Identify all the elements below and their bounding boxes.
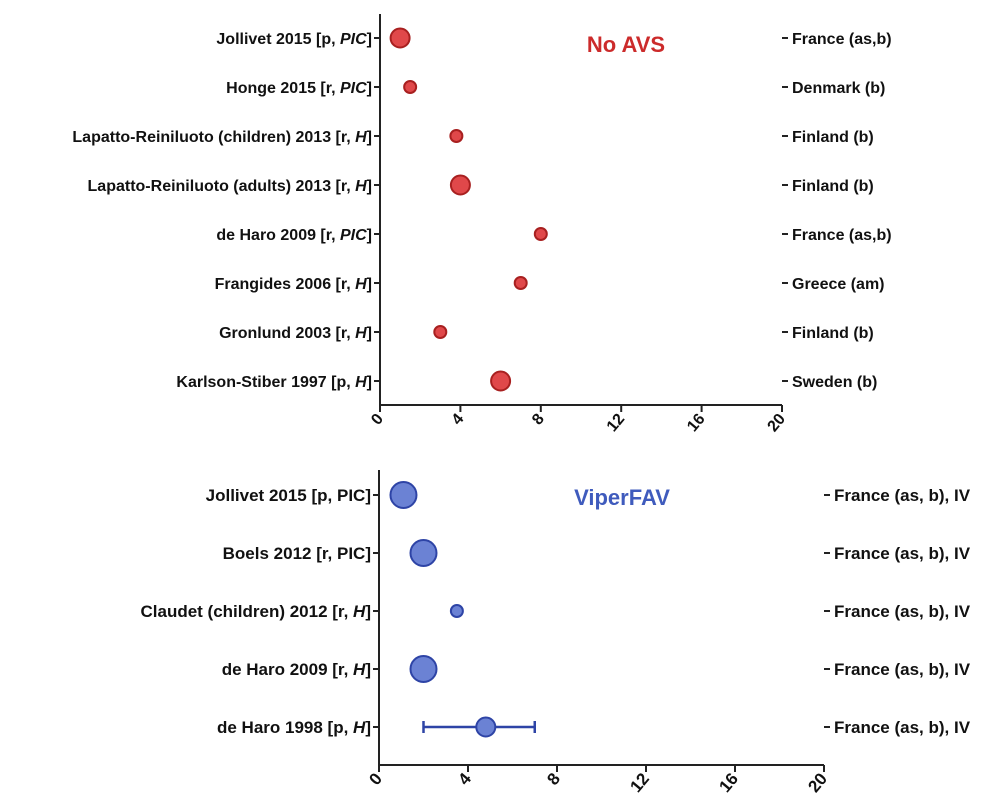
data-point [449,129,464,143]
study-design: PIC [337,544,365,563]
data-point [409,655,438,683]
x-tick-label: 0 [365,769,386,788]
study-label: de Haro 1998 [p, H] [217,718,371,737]
study-bracket: ] [367,178,372,195]
study-name: Gronlund 2003 [r, [219,325,355,342]
study-label: Jollivet 2015 [p, PIC] [216,31,372,48]
study-design: PIC [340,227,367,244]
country-label: Finland (b) [792,178,874,195]
x-tick-label: 8 [543,769,564,788]
study-bracket: ] [367,80,372,97]
study-name: de Haro 2009 [r, [216,227,340,244]
study-name: Karlson-Stiber 1997 [p, [176,374,355,391]
study-bracket: ] [367,325,372,342]
study-label: Karlson-Stiber 1997 [p, H] [176,374,372,391]
x-tick-label: 12 [604,411,629,436]
data-point [513,276,528,290]
study-design: H [353,660,366,679]
study-label: Lapatto-Reiniluoto (children) 2013 [r, H… [72,129,372,146]
study-label: Honge 2015 [r, PIC] [226,80,372,97]
study-design: PIC [340,80,367,97]
country-label: Greece (am) [792,276,885,293]
study-bracket: ] [365,544,371,563]
study-label: Boels 2012 [r, PIC] [223,544,371,563]
study-label: de Haro 2009 [r, PIC] [216,227,372,244]
study-bracket: ] [367,31,372,48]
study-bracket: ] [365,718,371,737]
study-name: Honge 2015 [r, [226,80,340,97]
study-design: H [355,276,367,293]
study-name: de Haro 1998 [p, [217,718,353,737]
study-name: Frangides 2006 [r, [215,276,356,293]
study-label: Frangides 2006 [r, H] [215,276,372,293]
chart-title: No AVS [587,32,665,57]
study-name: Jollivet 2015 [p, [216,31,340,48]
data-point [389,481,418,509]
data-point [533,227,548,241]
study-label: Claudet (children) 2012 [r, H] [140,602,371,621]
study-design: H [353,602,366,621]
study-name: Boels 2012 [r, [223,544,337,563]
study-bracket: ] [367,129,372,146]
country-label: France (as, b), IV [834,486,971,505]
country-label: France (as, b), IV [834,660,971,679]
data-point [403,80,418,94]
data-point [490,370,512,392]
country-label: France (as, b), IV [834,602,971,621]
study-bracket: ] [367,374,372,391]
study-name: Lapatto-Reiniluoto (adults) 2013 [r, [88,178,356,195]
study-design: H [353,718,366,737]
x-tick-label: 4 [454,769,475,789]
data-point [449,174,471,196]
study-label: Jollivet 2015 [p, PIC] [206,486,371,505]
study-bracket: ] [365,660,371,679]
country-label: Finland (b) [792,325,874,342]
study-name: Jollivet 2015 [p, [206,486,337,505]
country-label: France (as,b) [792,227,892,244]
data-point [449,604,464,618]
chart-title: ViperFAV [574,485,670,510]
x-tick-label: 20 [804,769,831,796]
study-label: Lapatto-Reiniluoto (adults) 2013 [r, H] [88,178,372,195]
x-tick-label: 16 [684,411,709,436]
x-tick-label: 4 [449,411,468,429]
study-label: de Haro 2009 [r, H] [222,660,371,679]
study-name: Lapatto-Reiniluoto (children) 2013 [r, [72,129,355,146]
study-bracket: ] [365,602,371,621]
country-label: France (as, b), IV [834,544,971,563]
x-tick-label: 12 [626,769,653,796]
country-label: Sweden (b) [792,374,877,391]
study-label: Gronlund 2003 [r, H] [219,325,372,342]
study-design: H [355,325,367,342]
x-tick-label: 0 [368,411,387,429]
data-point [389,27,411,49]
data-point [433,325,448,339]
study-design: PIC [337,486,365,505]
data-point [475,716,497,738]
study-design: H [355,374,367,391]
country-label: France (as,b) [792,31,892,48]
study-name: de Haro 2009 [r, [222,660,353,679]
x-tick-label: 20 [765,411,790,436]
chart-panel-2: 0 4 8 12 16 20 ViperFAV Jollivet 2015 [p, PIC] F… [140,470,971,796]
study-design: H [355,178,367,195]
data-point [409,539,438,567]
study-design: PIC [340,31,367,48]
study-name: Claudet (children) 2012 [r, [140,602,353,621]
country-label: Finland (b) [792,129,874,146]
x-tick-label: 16 [715,769,742,796]
country-label: France (as, b), IV [834,718,971,737]
country-label: Denmark (b) [792,80,885,97]
study-bracket: ] [367,227,372,244]
study-bracket: ] [367,276,372,293]
x-tick-label: 8 [529,411,548,429]
study-design: H [355,129,367,146]
study-bracket: ] [365,486,371,505]
